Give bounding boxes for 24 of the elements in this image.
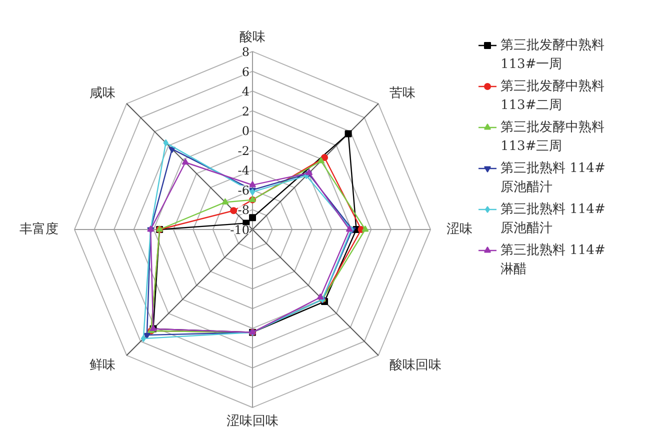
spoke-label: 咸味 <box>89 86 116 102</box>
legend-label: 第三批熟料 114# 原池醋汁 <box>500 161 606 195</box>
legend-label: 第三批发酵中熟料 113#二周 <box>500 79 604 113</box>
y-tick-label: -8 <box>238 203 250 218</box>
spoke-label: 酸味回味 <box>390 358 442 373</box>
spoke-label: 酸味 <box>240 30 266 45</box>
y-tick-label: 4 <box>242 84 250 99</box>
y-tick-label: 2 <box>242 104 250 118</box>
legend-label: 第三批熟料 114# 淋醋 <box>500 243 606 277</box>
legend-label: 第三批熟料 114# 原池醋汁 <box>500 202 606 236</box>
y-tick-label: -6 <box>238 183 250 198</box>
legend-label: 第三批发酵中熟料 113#一周 <box>500 38 604 72</box>
spoke-label: 鲜味 <box>89 358 116 373</box>
legend-label: 第三批发酵中熟料 113#三周 <box>500 120 604 154</box>
y-tick-label: 8 <box>242 45 250 59</box>
spoke-label: 涩味 <box>446 222 472 237</box>
spoke-label: 苦味 <box>390 86 416 102</box>
y-tick-label: -4 <box>238 164 250 178</box>
y-tick-label: -2 <box>238 144 250 158</box>
y-tick-label: 0 <box>242 124 250 138</box>
y-tick-label: 6 <box>242 64 250 79</box>
spoke-label: 涩味回味 <box>226 414 278 429</box>
y-tick-label: -10 <box>230 223 250 237</box>
spoke-label: 丰富度 <box>20 221 58 237</box>
